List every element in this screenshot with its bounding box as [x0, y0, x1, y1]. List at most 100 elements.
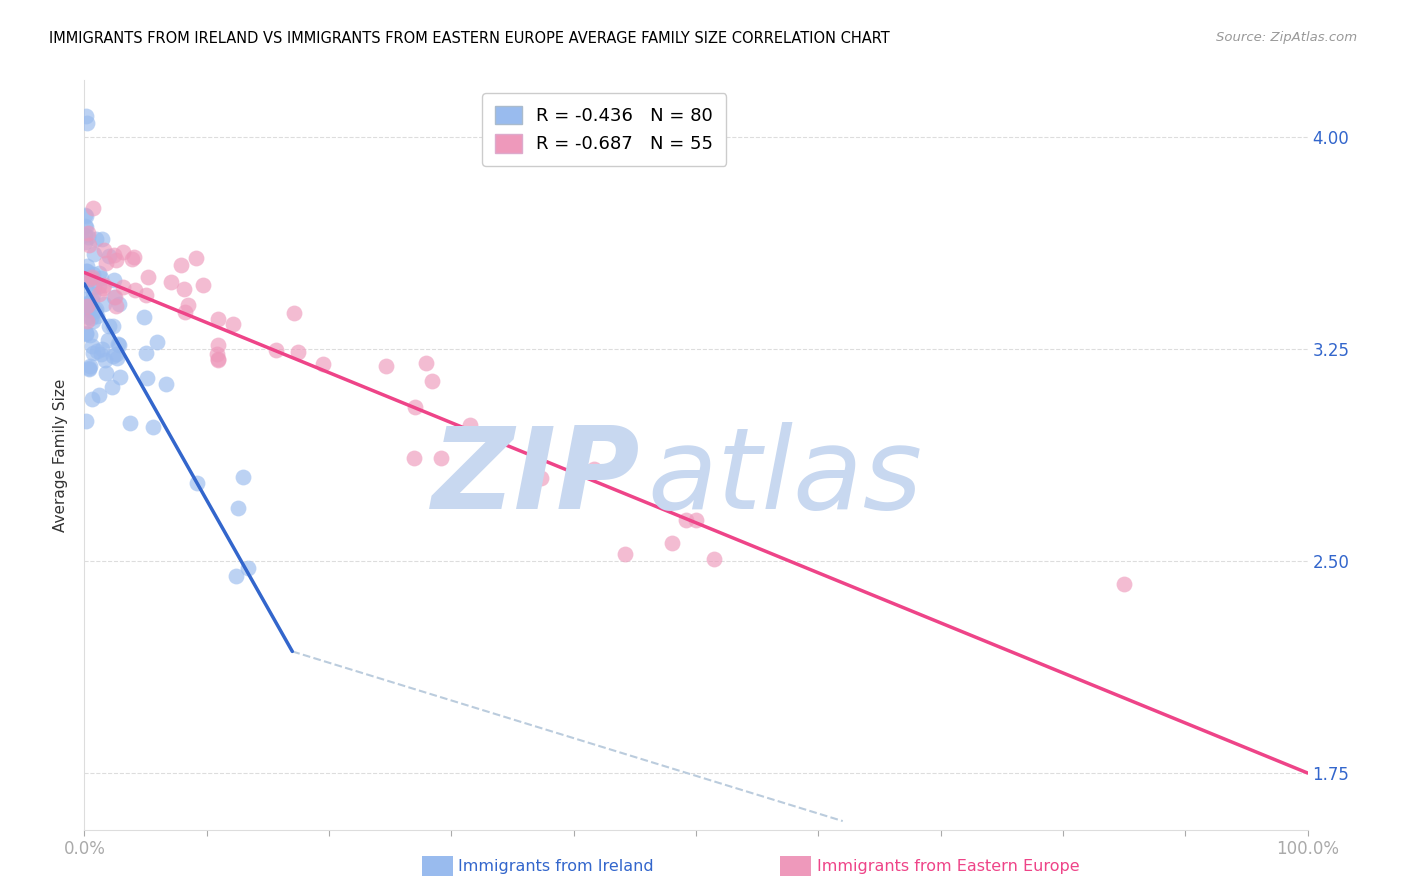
Point [703, 552, 725, 566]
Point [103, 273, 125, 287]
Point [675, 513, 697, 527]
Point [82, 345, 104, 359]
Point [82, 287, 104, 301]
Point [76, 229, 98, 244]
Point [1114, 576, 1136, 591]
Point [77, 272, 100, 286]
Point [75, 209, 97, 223]
Point [458, 417, 481, 432]
Point [73, 235, 96, 250]
Point [105, 351, 128, 365]
Point [104, 289, 127, 303]
Point [73, 208, 96, 222]
Text: Source: ZipAtlas.com: Source: ZipAtlas.com [1216, 31, 1357, 45]
Point [76, 116, 98, 130]
Point [103, 290, 125, 304]
Text: Immigrants from Ireland: Immigrants from Ireland [458, 859, 654, 873]
Point [103, 349, 125, 363]
Point [132, 310, 155, 325]
Point [94, 256, 117, 270]
Point [73, 298, 96, 312]
Point [82, 338, 104, 352]
Point [404, 401, 426, 415]
Point [136, 371, 159, 385]
Point [287, 345, 309, 359]
Text: ZIP: ZIP [433, 422, 641, 533]
Point [75, 109, 97, 123]
Point [90, 232, 112, 246]
Point [79, 359, 101, 373]
Point [73, 228, 96, 243]
Point [84, 304, 107, 318]
Point [283, 306, 305, 320]
Point [159, 275, 181, 289]
Point [110, 369, 132, 384]
Point [101, 380, 124, 394]
Point [90, 271, 112, 285]
Point [76, 292, 98, 306]
Point [93, 277, 115, 292]
Point [135, 346, 157, 360]
Point [177, 297, 200, 311]
Point [75, 327, 97, 342]
Point [80, 269, 103, 284]
Point [105, 347, 128, 361]
Point [73, 219, 96, 233]
Text: atlas: atlas [647, 422, 922, 533]
Legend: R = -0.436   N = 80, R = -0.687   N = 55: R = -0.436 N = 80, R = -0.687 N = 55 [482, 93, 725, 166]
Point [76, 259, 98, 273]
Point [86, 343, 108, 358]
Point [582, 462, 605, 476]
Point [75, 264, 97, 278]
Point [97, 249, 120, 263]
Point [205, 347, 228, 361]
Point [430, 450, 453, 465]
Point [112, 245, 135, 260]
Point [75, 219, 97, 234]
Point [135, 287, 157, 301]
Point [174, 305, 197, 319]
Point [79, 272, 101, 286]
Point [530, 470, 553, 484]
Point [613, 548, 636, 562]
Point [83, 280, 105, 294]
Point [83, 247, 105, 261]
Point [136, 270, 159, 285]
Point [82, 201, 104, 215]
Point [80, 293, 103, 307]
Point [75, 278, 97, 293]
Point [312, 357, 335, 371]
Point [420, 374, 443, 388]
Point [89, 287, 111, 301]
Point [84, 232, 107, 246]
Point [266, 343, 288, 358]
Point [107, 337, 129, 351]
Point [77, 296, 100, 310]
Point [103, 319, 125, 334]
Point [75, 414, 97, 428]
Point [86, 309, 108, 323]
Point [236, 561, 259, 575]
Point [82, 313, 104, 327]
Point [77, 237, 100, 252]
Point [221, 318, 243, 332]
Point [104, 299, 127, 313]
Point [77, 360, 100, 375]
Point [76, 310, 98, 324]
Point [111, 280, 134, 294]
Point [93, 243, 115, 257]
Point [402, 451, 425, 466]
Point [173, 282, 195, 296]
Point [77, 226, 100, 240]
Point [107, 297, 129, 311]
Point [75, 326, 97, 340]
Point [415, 356, 437, 370]
Point [107, 338, 129, 352]
Point [87, 388, 110, 402]
Point [207, 312, 229, 326]
Point [94, 353, 117, 368]
Point [661, 536, 683, 550]
Point [207, 351, 229, 366]
Point [232, 470, 254, 484]
Point [76, 264, 98, 278]
